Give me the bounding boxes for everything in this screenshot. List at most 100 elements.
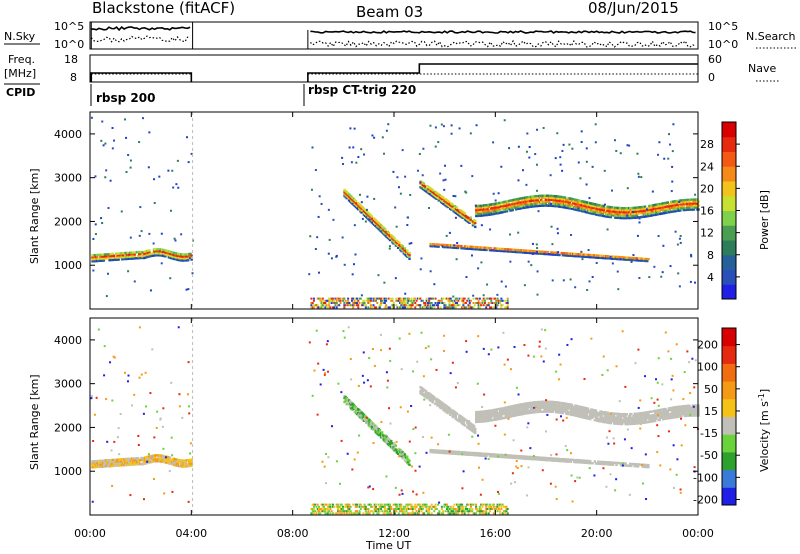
data-cell [108, 256, 111, 260]
data-cell [617, 288, 620, 291]
data-cell [369, 505, 372, 508]
data-cell [688, 404, 691, 407]
data-cell [452, 306, 455, 309]
data-cell [467, 304, 470, 307]
freq-line [307, 63, 698, 82]
data-cell [469, 218, 472, 221]
data-cell [416, 512, 419, 515]
data-cell [599, 460, 602, 464]
data-cell [526, 200, 529, 203]
data-cell [347, 503, 350, 506]
data-cell [438, 301, 441, 304]
data-cell [361, 217, 364, 220]
data-cell [697, 208, 700, 211]
data-cell [615, 208, 618, 212]
data-cell [362, 299, 365, 302]
data-cell [421, 507, 424, 510]
data-cell [676, 207, 680, 210]
data-cell [328, 238, 331, 241]
data-cell [536, 251, 539, 254]
data-cell [174, 460, 177, 463]
data-cell [505, 301, 508, 304]
data-cell [373, 297, 376, 300]
data-cell [104, 253, 108, 256]
data-cell [690, 204, 693, 207]
data-cell [664, 417, 667, 421]
data-cell [433, 283, 436, 286]
data-cell [333, 505, 336, 508]
data-cell [679, 413, 682, 416]
data-cell [454, 299, 457, 302]
data-cell [133, 280, 136, 283]
data-cell [356, 512, 358, 515]
data-cell [454, 415, 458, 419]
data-cell [545, 404, 549, 407]
data-cell [356, 304, 358, 307]
data-cell [422, 182, 426, 185]
data-cell [168, 456, 172, 459]
data-cell [640, 417, 643, 421]
data-cell [558, 403, 561, 406]
data-cell [452, 507, 455, 510]
data-cell [611, 262, 614, 265]
data-cell [130, 251, 133, 254]
data-cell [610, 206, 614, 209]
data-cell [99, 253, 102, 257]
data-cell [129, 159, 132, 162]
data-cell [464, 306, 467, 309]
data-cell [492, 297, 495, 300]
data-cell [429, 306, 432, 309]
data-cell [506, 306, 509, 309]
data-cell [676, 415, 680, 418]
data-cell [104, 142, 107, 145]
data-cell [610, 461, 614, 464]
data-cell [349, 505, 352, 508]
data-cell [458, 127, 461, 130]
data-cell [366, 512, 369, 515]
data-cell [495, 410, 498, 413]
data-cell [470, 299, 472, 302]
data-cell [447, 306, 450, 309]
data-cell [437, 199, 440, 202]
data-cell [402, 306, 405, 309]
data-cell [489, 417, 493, 420]
data-cell [434, 245, 437, 248]
data-cell [372, 299, 375, 302]
data-cell [526, 408, 529, 411]
data-cell [338, 512, 341, 515]
data-cell [517, 199, 520, 203]
data-cell [183, 465, 187, 468]
data-cell [371, 510, 374, 513]
data-cell [568, 207, 571, 210]
data-cell [530, 264, 533, 267]
data-cell [517, 250, 520, 254]
data-cell [424, 304, 427, 307]
data-cell [355, 161, 358, 164]
data-cell [127, 270, 130, 273]
data-cell [632, 212, 635, 216]
data-cell [429, 124, 432, 127]
data-cell [493, 204, 496, 208]
data-cell [383, 505, 386, 508]
data-cell [622, 256, 625, 259]
data-cell [627, 420, 631, 424]
data-cell [560, 251, 563, 255]
data-cell [324, 306, 327, 309]
data-cell [390, 440, 393, 443]
data-cell [638, 276, 641, 279]
data-cell [630, 464, 633, 468]
data-cell [535, 408, 538, 412]
data-cell [508, 250, 511, 253]
data-cell [472, 297, 475, 300]
data-cell [448, 507, 451, 510]
data-cell [689, 412, 692, 415]
data-cell [383, 306, 386, 309]
data-cell [535, 243, 538, 246]
data-cell [158, 175, 161, 178]
data-cell [674, 202, 677, 205]
data-cell [375, 297, 377, 300]
data-cell [385, 510, 388, 513]
data-cell [490, 299, 493, 302]
data-cell [383, 297, 386, 300]
data-cell [173, 461, 176, 465]
